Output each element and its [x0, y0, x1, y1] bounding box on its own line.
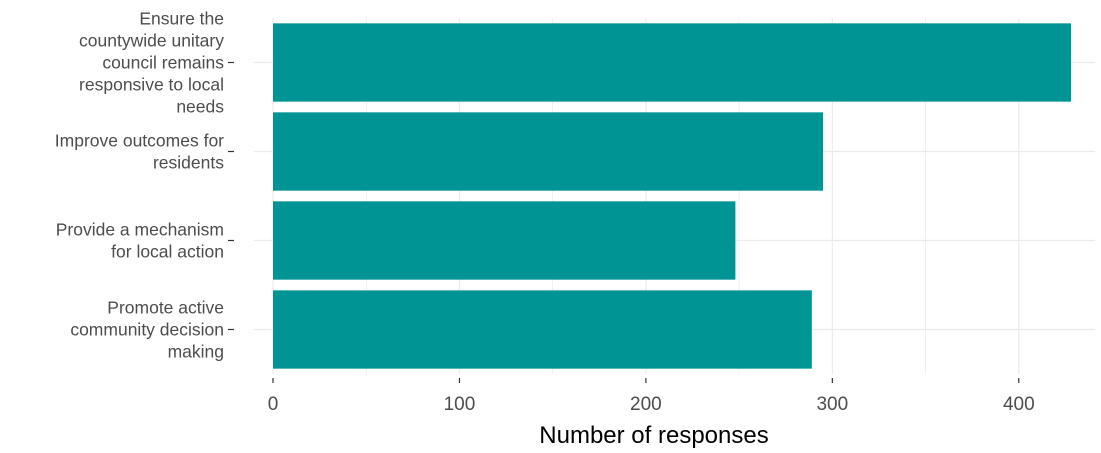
x-tick-label: 100	[444, 394, 476, 415]
y-tick-label-line: Improve outcomes for	[55, 131, 224, 151]
y-tick-label-line: Ensure the	[139, 9, 224, 29]
y-tick-label-line: community decision	[70, 320, 224, 340]
y-axis-labels: Ensure the countywide unitary council rema…	[55, 9, 234, 362]
y-tick-label-line: Promote active	[107, 298, 224, 318]
bar	[273, 201, 736, 280]
bars	[273, 23, 1071, 369]
y-tick-label: Promote active community decision making	[70, 298, 224, 362]
y-tick-label: Improve outcomes for residents	[55, 131, 224, 173]
y-tick-label-line: Provide a mechanism	[56, 220, 224, 240]
y-tick-label-line: making	[168, 342, 224, 362]
x-axis-ticks: 0 100 200 300 400	[268, 378, 1035, 415]
x-tick-label: 400	[1003, 394, 1035, 415]
bar	[273, 23, 1071, 102]
y-tick-label: Ensure the countywide unitary council rema…	[79, 9, 224, 117]
y-tick-label: Provide a mechanism for local action	[56, 220, 224, 262]
bar	[273, 112, 824, 191]
y-tick-label-line: countywide unitary	[79, 31, 224, 51]
x-tick-label: 0	[268, 394, 279, 415]
x-axis-title: Number of responses	[539, 422, 768, 448]
bar	[273, 290, 812, 369]
y-tick-label-line: for local action	[111, 242, 224, 262]
x-tick-label: 300	[816, 394, 848, 415]
x-tick-label: 200	[630, 394, 662, 415]
y-tick-label-line: residents	[153, 153, 224, 173]
y-tick-label-line: responsive to local	[79, 75, 224, 95]
y-tick-label-line: needs	[176, 97, 224, 117]
y-tick-label-line: council remains	[102, 53, 224, 73]
